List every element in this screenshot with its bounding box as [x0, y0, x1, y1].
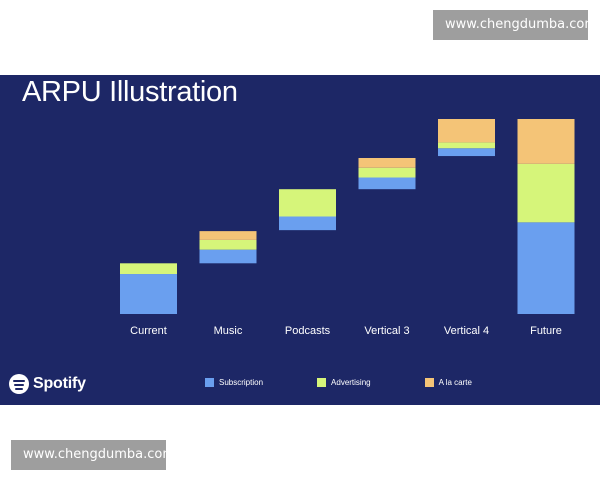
x-tick-label-podcasts: Podcasts — [285, 325, 331, 337]
bar-vertical-4-a-la-carte — [438, 119, 495, 143]
legend-item-advertising: Advertising — [317, 378, 371, 387]
bar-future-advertising — [517, 163, 575, 223]
bar-music-advertising — [199, 239, 257, 250]
bar-vertical-4-advertising — [438, 142, 495, 149]
spotify-icon — [9, 374, 29, 394]
arpu-chart: Current Music Podcasts Vertical 3 Vertical 4… — [120, 119, 575, 337]
x-tick-label-music: Music — [214, 325, 243, 337]
legend-swatch-a-la-carte — [424, 378, 434, 387]
bar-vertical-4-subscription — [438, 148, 495, 157]
legend-label-a-la-carte: A la carte — [438, 378, 472, 387]
brand-logo: Spotify — [9, 372, 86, 396]
bar-vertical-3-subscription — [358, 177, 416, 190]
x-tick-label-future: Future — [530, 325, 562, 337]
chart-title: ARPU Illustration — [22, 76, 238, 108]
legend-swatch-subscription — [205, 378, 214, 387]
brand-name: Spotify — [33, 375, 86, 392]
bar-music-subscription — [199, 249, 257, 264]
legend-item-a-la-carte: A la carte — [424, 378, 472, 387]
slide: ARPU Illustration Current Music Podcasts Ve… — [0, 75, 600, 405]
legend-label-subscription: Subscription — [219, 378, 264, 387]
bar-music-a-la-carte — [199, 231, 257, 240]
legend: Subscription Advertising A la carte — [205, 378, 526, 387]
bar-podcasts-advertising — [279, 189, 336, 217]
x-tick-label-vertical-4: Vertical 4 — [444, 325, 489, 337]
bar-vertical-3-advertising — [358, 167, 416, 178]
bar-current-subscription — [120, 274, 177, 314]
legend-swatch-advertising — [317, 378, 327, 387]
bar-future-subscription — [517, 222, 575, 314]
watermark-top: www.chengdumba.com — [433, 10, 597, 40]
watermark-bottom: www.chengdumba.com — [11, 440, 175, 470]
legend-item-subscription: Subscription — [205, 378, 263, 387]
x-tick-label-current: Current — [130, 325, 167, 337]
bar-vertical-3-a-la-carte — [358, 158, 416, 168]
bar-current-advertising — [120, 263, 177, 275]
x-tick-label-vertical-3: Vertical 3 — [364, 325, 409, 337]
bar-podcasts-subscription — [279, 216, 336, 231]
bar-future-a-la-carte — [517, 119, 575, 164]
legend-label-advertising: Advertising — [331, 378, 371, 387]
